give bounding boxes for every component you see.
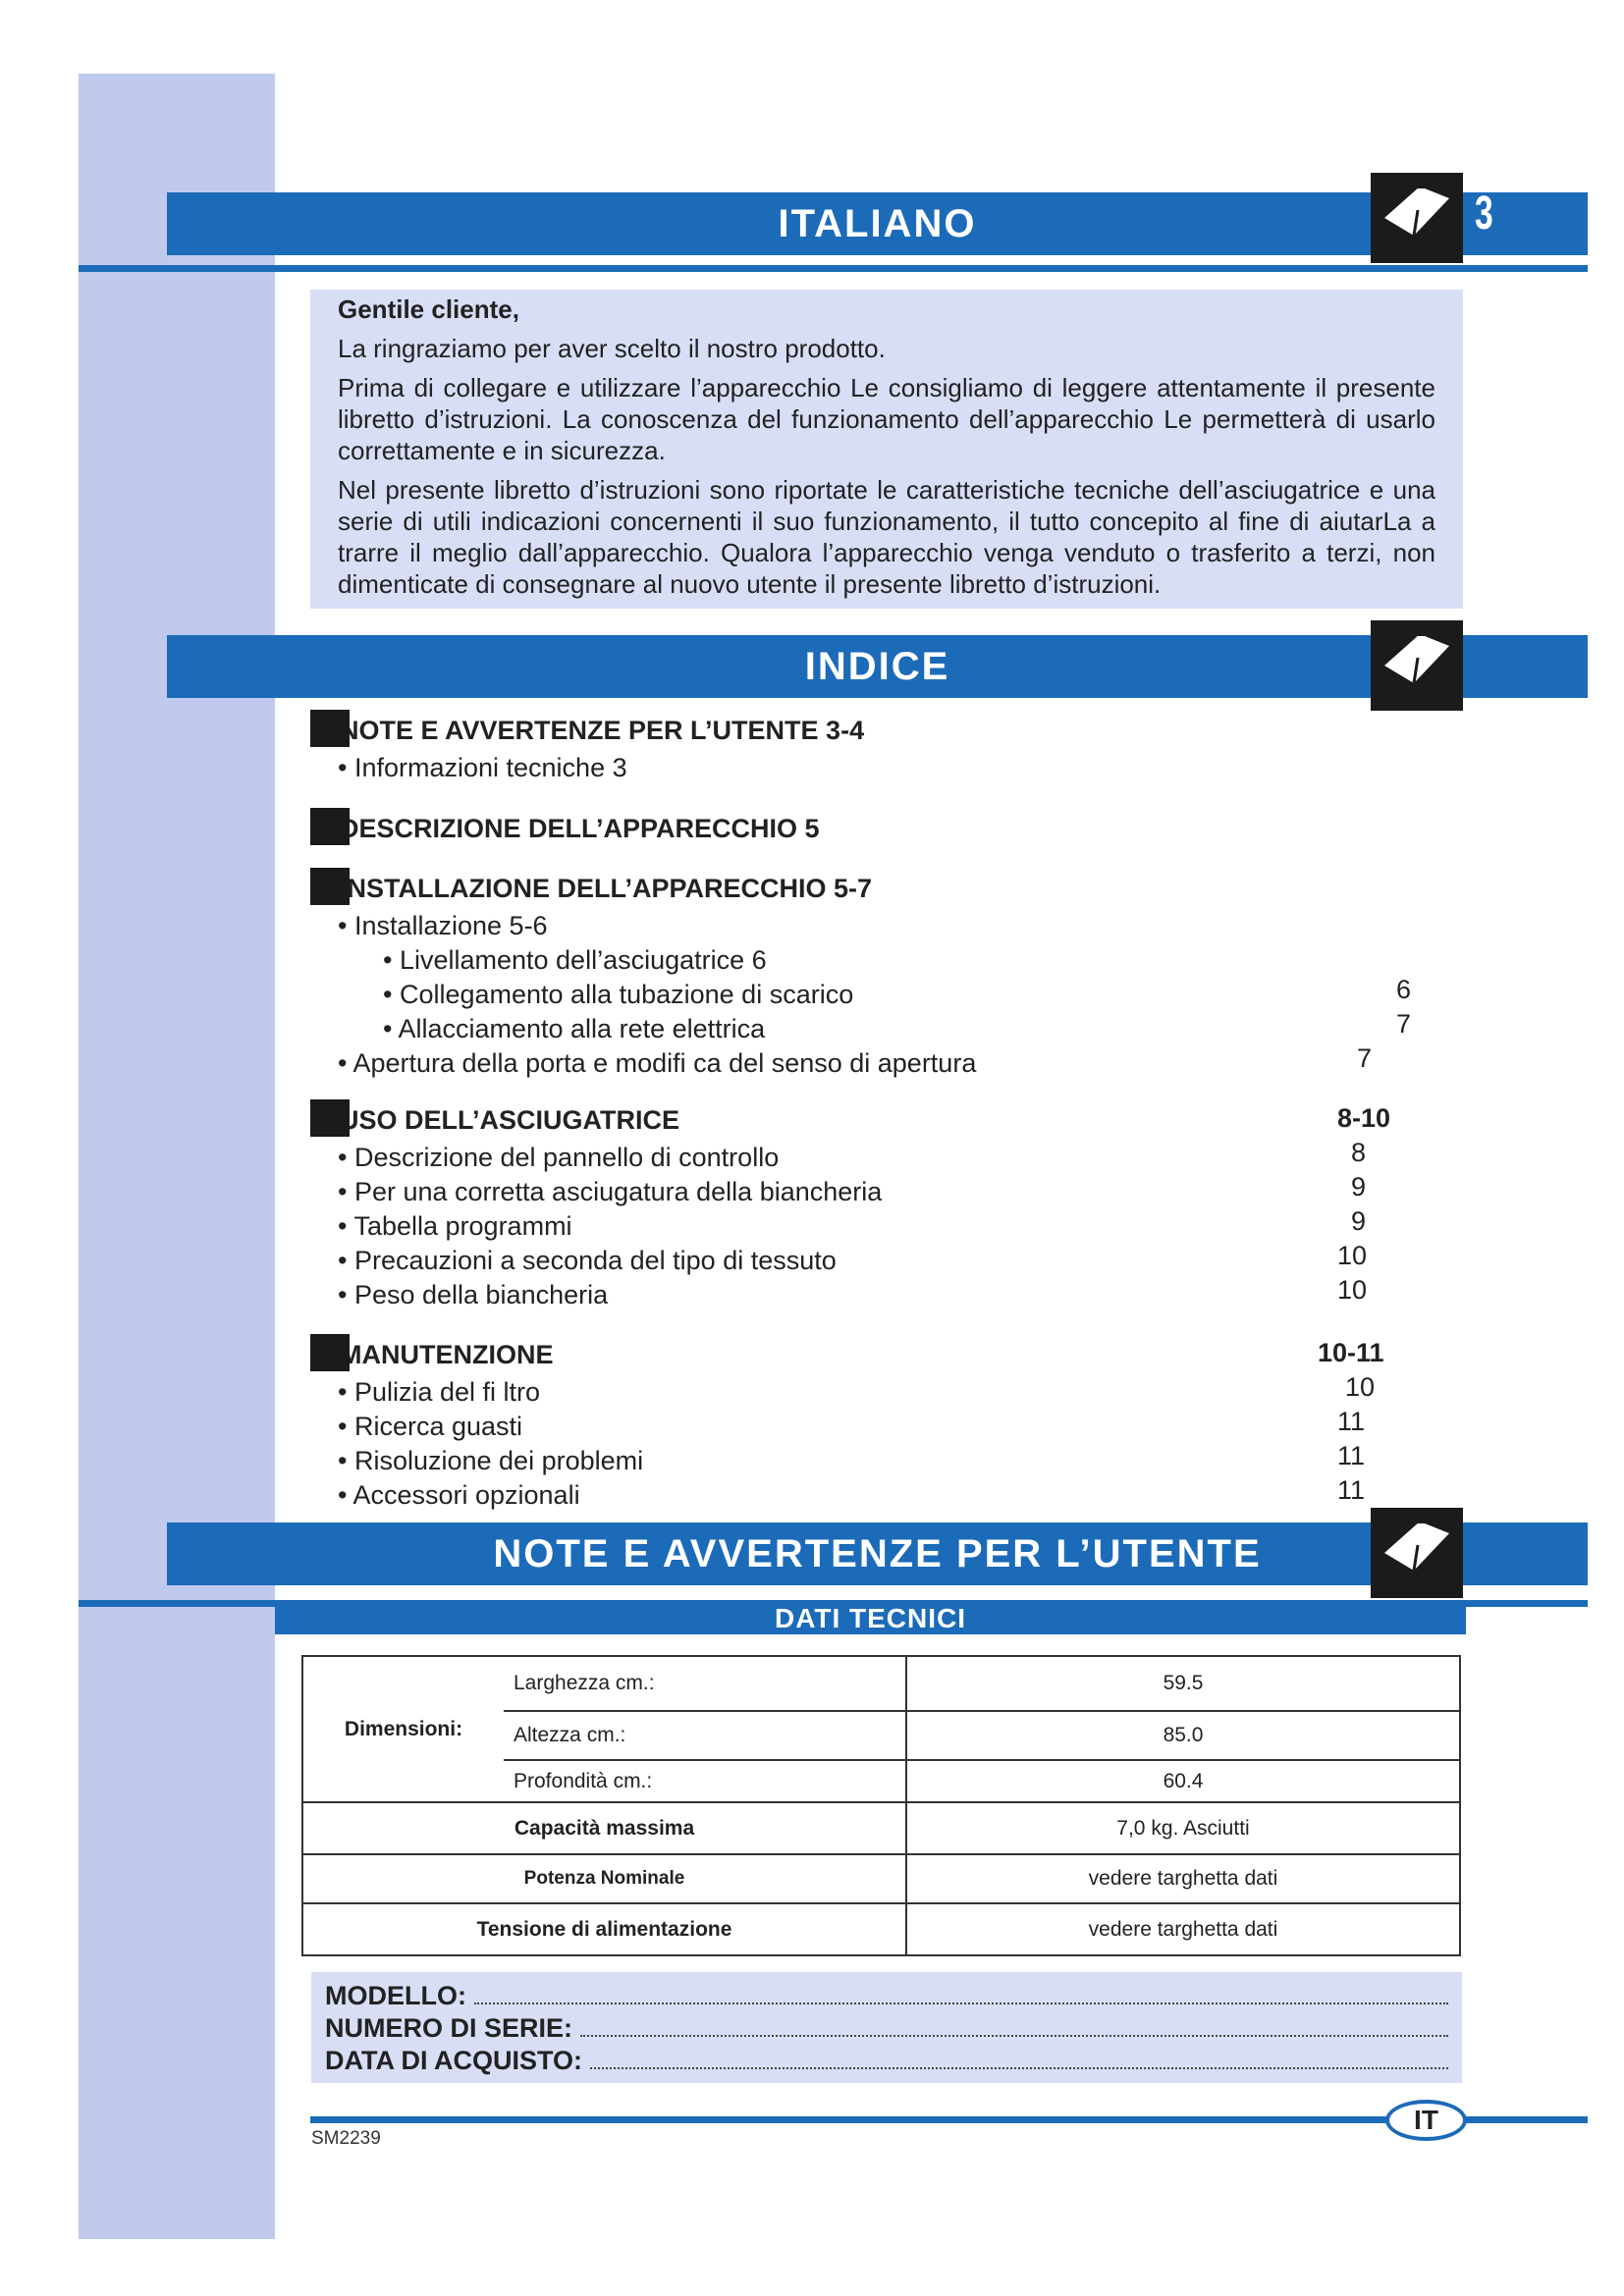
book-icon: [1371, 620, 1463, 711]
specs-table: Dimensioni: Larghezza cm.: 59.5 Altezza …: [301, 1654, 1461, 1956]
spec-value: 60.4: [905, 1759, 1461, 1804]
toc-item[interactable]: • Pulizia del fi ltro: [338, 1377, 541, 1407]
toc-heading[interactable]: DESCRIZIONE DELL’APPARECCHIO 5: [340, 814, 820, 844]
toc-item[interactable]: • Per una corretta asciugatura della bia…: [338, 1177, 883, 1206]
toc-item[interactable]: • Precauzioni a seconda del tipo di tess…: [338, 1246, 837, 1275]
toc-item[interactable]: • Ricerca guasti: [338, 1412, 523, 1441]
language-badge: IT: [1385, 2100, 1467, 2141]
spec-label: Profondità cm.:: [504, 1759, 907, 1804]
description-icon: [310, 808, 350, 845]
toc-page: 8: [1351, 1138, 1367, 1167]
toc-item[interactable]: • Accessori opzionali: [338, 1480, 580, 1510]
toc-page: 8-10: [1337, 1103, 1391, 1133]
toc-page: 10: [1337, 1241, 1368, 1270]
spec-value: vedere targhetta dati: [905, 1902, 1461, 1956]
toc-item[interactable]: • Installazione 5-6: [338, 911, 548, 940]
header-indice: INDICE: [167, 635, 1588, 698]
serie-field[interactable]: [580, 2012, 1448, 2037]
toc-page: 10: [1345, 1372, 1376, 1402]
toc-item[interactable]: • Descrizione del pannello di controllo: [338, 1143, 780, 1172]
modello-field[interactable]: [473, 1980, 1448, 2004]
footer-line: [310, 2116, 1588, 2123]
intro-p3: Nel presente libretto d’istruzioni sono …: [338, 475, 1435, 599]
toc-item[interactable]: • Apertura della porta e modifi ca del s…: [338, 1048, 977, 1078]
toc-page: 7: [1357, 1043, 1373, 1073]
book-icon: [1371, 173, 1463, 263]
greeting: Gentile cliente,: [338, 294, 519, 324]
toc-page: 11: [1337, 1441, 1366, 1470]
toc-page: 10-11: [1318, 1338, 1384, 1367]
spec-value: 59.5: [905, 1655, 1461, 1712]
spec-label: Capacità massima: [301, 1801, 907, 1855]
toc-heading[interactable]: NOTE E AVVERTENZE PER L’UTENTE 3-4: [340, 716, 865, 746]
page-number: 3: [1475, 187, 1493, 240]
spec-label: Tensione di alimentazione: [301, 1902, 907, 1956]
toc-item[interactable]: • Informazioni tecniche 3: [338, 753, 627, 782]
intro-p1: La ringraziamo per aver scelto il nostro…: [338, 334, 886, 363]
spec-value: vedere targhetta dati: [905, 1852, 1461, 1905]
book-icon: [1371, 1508, 1463, 1598]
spec-label: Potenza Nominale: [301, 1852, 907, 1905]
toc-section-uso: USO DELL’ASCIUGATRICE • Descrizione del …: [310, 1099, 883, 1312]
toc-item[interactable]: • Allacciamento alla rete elettrica: [383, 1014, 766, 1043]
dimensioni-label: Dimensioni:: [301, 1654, 504, 1804]
toc-item[interactable]: • Tabella programmi: [338, 1211, 572, 1241]
serie-label: NUMERO DI SERIE:: [325, 2013, 573, 2043]
spec-label: Larghezza cm.:: [504, 1655, 907, 1712]
warning-icon: [310, 710, 350, 747]
toc-item[interactable]: • Livellamento dell’asciugatrice 6: [383, 945, 767, 975]
data-label: DATA DI ACQUISTO:: [325, 2046, 582, 2075]
toc-item[interactable]: • Risoluzione dei problemi: [338, 1446, 644, 1475]
sidebar-band: [79, 74, 275, 2239]
toc-page: 11: [1337, 1475, 1366, 1505]
divider: [79, 265, 1588, 272]
data-field[interactable]: [589, 2045, 1448, 2069]
toc-item[interactable]: • Peso della biancheria: [338, 1280, 609, 1309]
installation-icon: [310, 868, 350, 905]
toc-section-descrizione: DESCRIZIONE DELL’APPARECCHIO 5: [310, 808, 820, 849]
toc-heading[interactable]: INSTALLAZIONE DELL’APPARECCHIO 5-7: [340, 874, 873, 904]
toc-page: 7: [1396, 1009, 1412, 1039]
toc-section-installazione: INSTALLAZIONE DELL’APPARECCHIO 5-7 • Ins…: [310, 868, 977, 1081]
toc-section-note: NOTE E AVVERTENZE PER L’UTENTE 3-4 • Inf…: [310, 710, 865, 785]
spec-label: Altezza cm.:: [504, 1709, 907, 1762]
maintenance-icon: [310, 1334, 350, 1371]
hand-icon: [310, 1099, 350, 1137]
intro-box: Gentile cliente, La ringraziamo per aver…: [310, 290, 1463, 609]
toc-page: 9: [1351, 1172, 1367, 1201]
document-code: SM2239: [311, 2128, 381, 2149]
toc-page: 11: [1337, 1407, 1366, 1436]
intro-p2: Prima di collegare e utilizzare l’appare…: [338, 373, 1435, 465]
toc-heading[interactable]: MANUTENZIONE: [340, 1340, 554, 1370]
toc-item[interactable]: • Collegamento alla tubazione di scarico: [383, 980, 854, 1009]
toc-page: 9: [1351, 1206, 1367, 1236]
toc-page: 6: [1396, 975, 1412, 1004]
spec-value: 7,0 kg. Asciutti: [905, 1801, 1461, 1855]
spec-value: 85.0: [905, 1709, 1461, 1762]
modello-label: MODELLO:: [325, 1981, 466, 2010]
toc-section-manutenzione: MANUTENZIONE • Pulizia del fi ltro • Ric…: [310, 1334, 644, 1513]
header-dati-tecnici: DATI TECNICI: [275, 1602, 1466, 1634]
header-note: NOTE E AVVERTENZE PER L’UTENTE: [167, 1522, 1588, 1585]
toc-page: 10: [1337, 1275, 1368, 1305]
model-info-box: MODELLO: NUMERO DI SERIE: DATA DI ACQUIS…: [311, 1972, 1462, 2083]
header-italiano: ITALIANO: [167, 192, 1588, 255]
toc-heading[interactable]: USO DELL’ASCIUGATRICE: [340, 1105, 680, 1136]
